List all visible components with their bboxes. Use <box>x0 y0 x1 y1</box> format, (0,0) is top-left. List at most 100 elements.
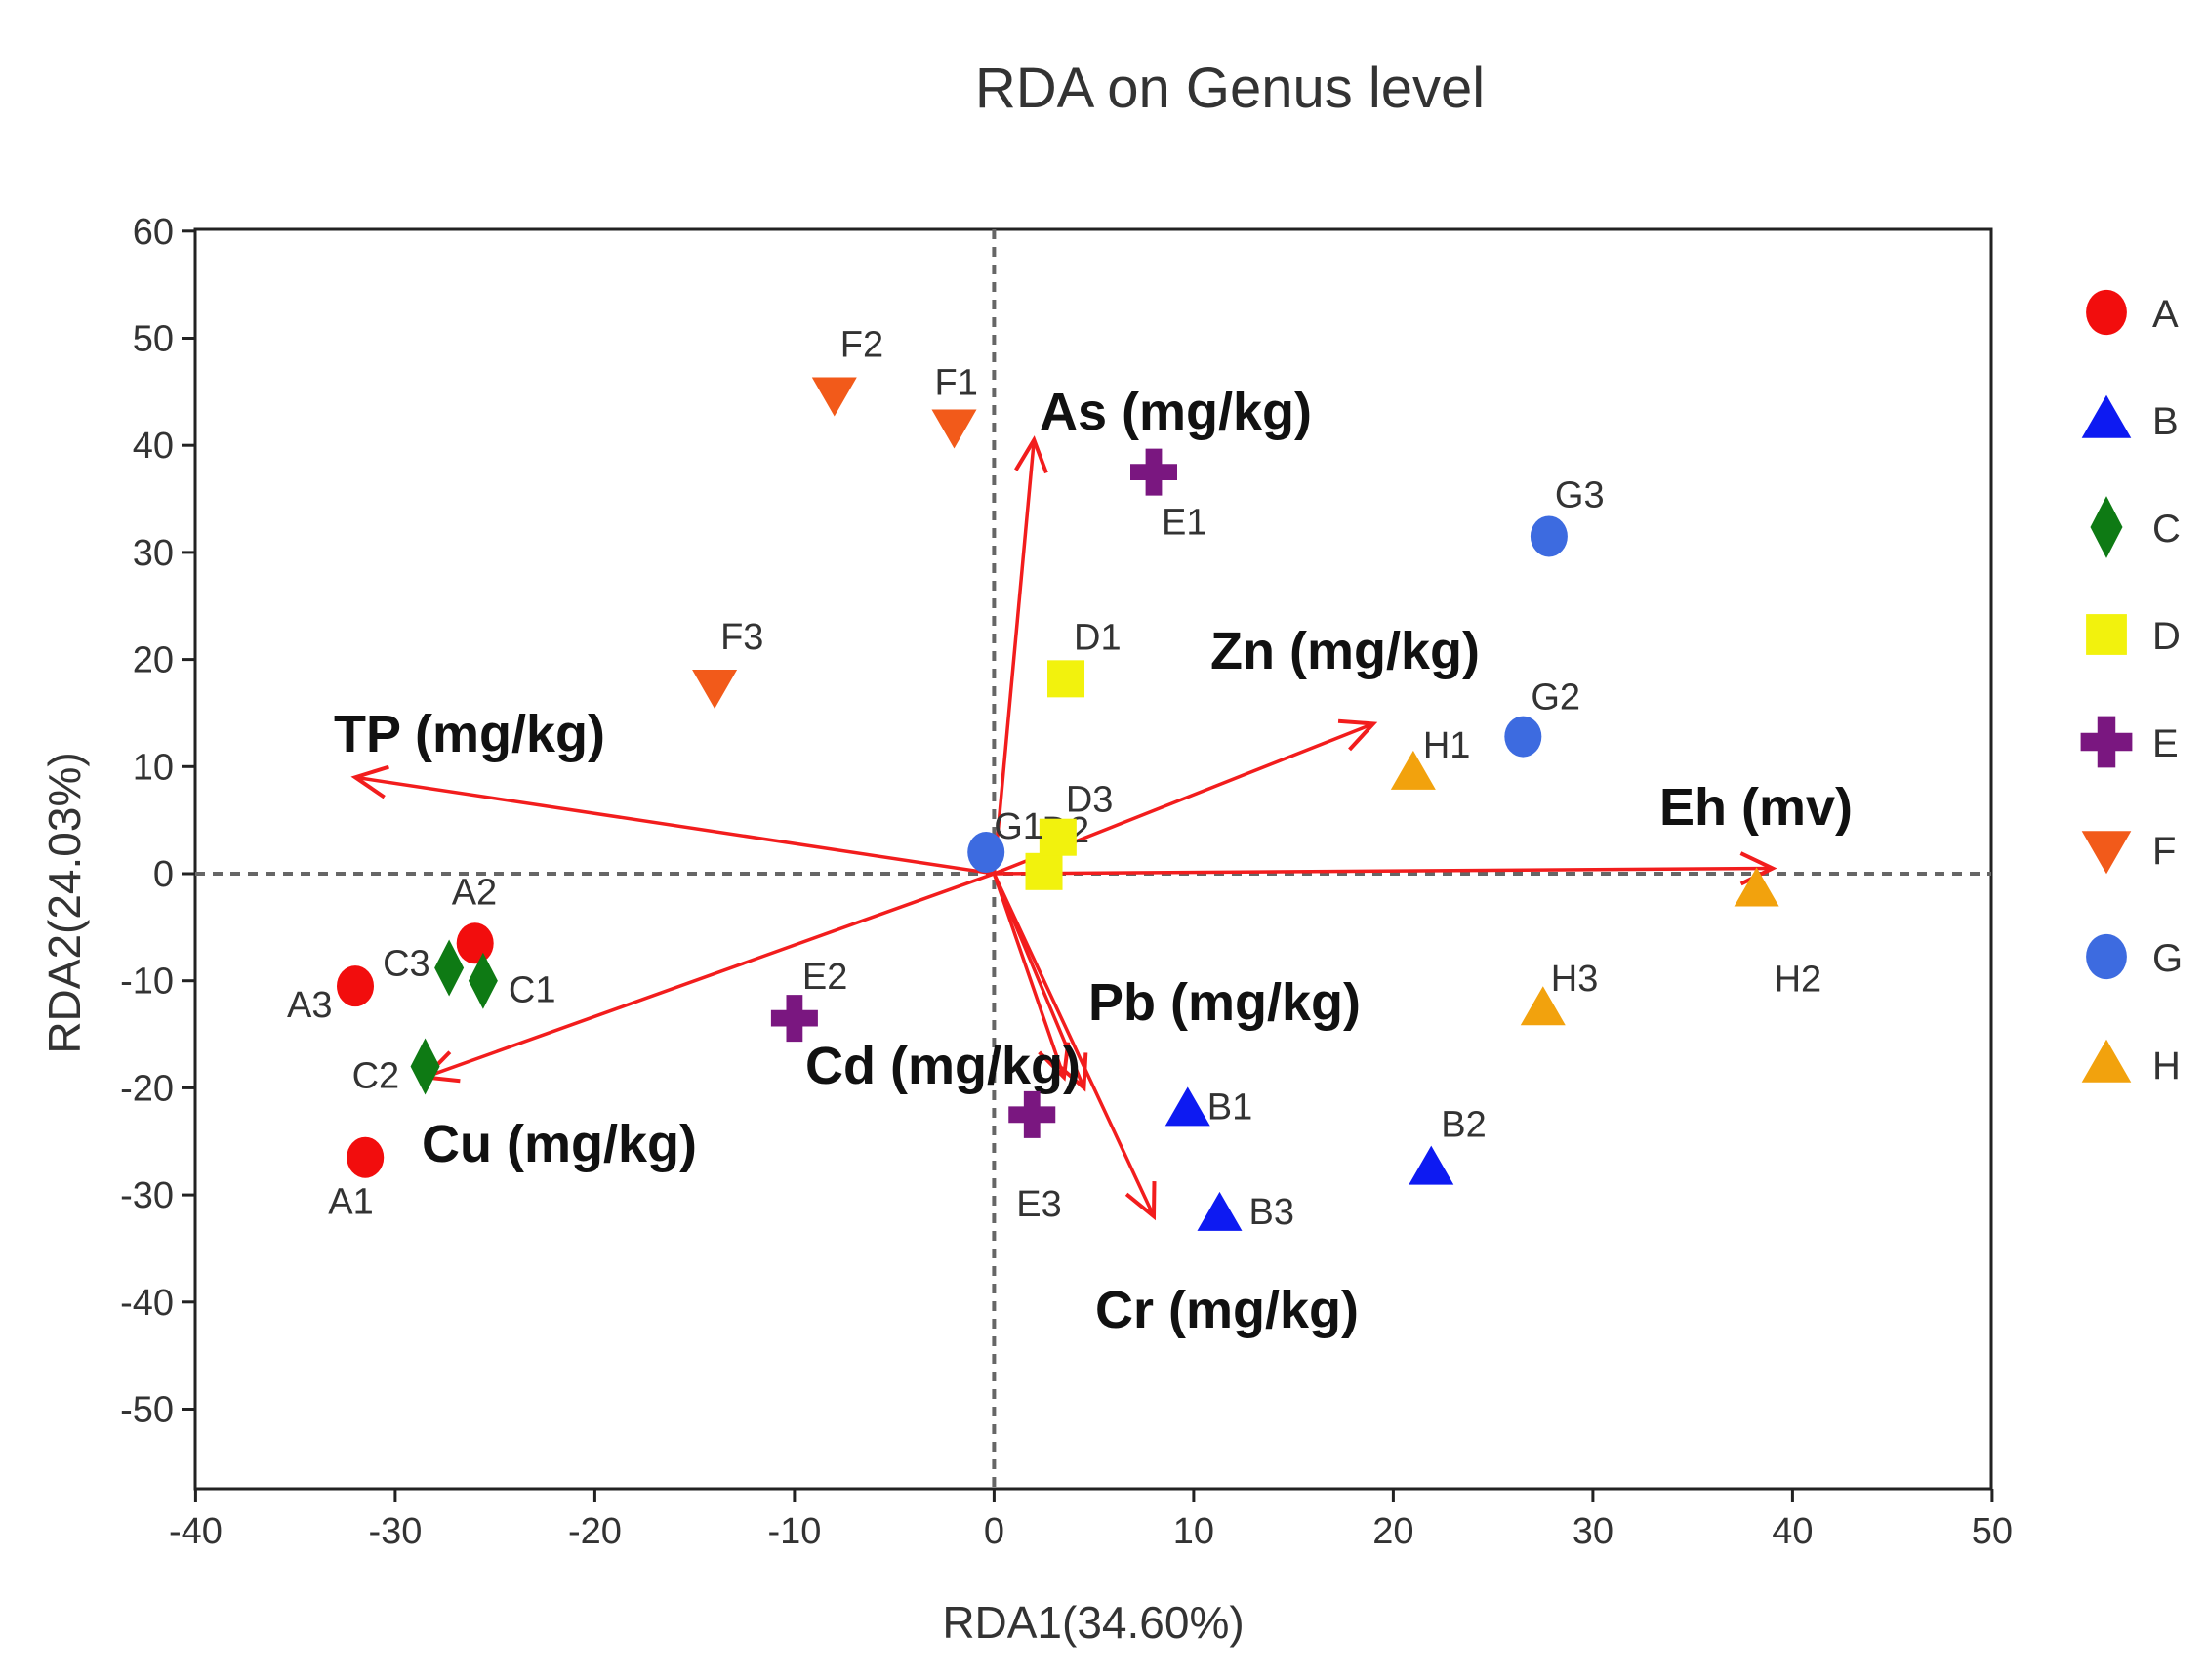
arrow-as-label: As (mg/kg) <box>1040 383 1312 441</box>
x-tick-label: -10 <box>767 1511 821 1552</box>
point-c1-label: C1 <box>509 970 556 1011</box>
y-tick-label: 30 <box>133 533 174 574</box>
point-f1 <box>931 409 977 449</box>
y-tick-label: -10 <box>120 962 174 1003</box>
point-e1 <box>1130 448 1177 496</box>
chart-title: RDA on Genus level <box>975 57 1485 120</box>
point-h3 <box>1520 986 1566 1026</box>
point-f1-label: F1 <box>935 362 978 403</box>
point-g1-label: G1 <box>994 806 1043 847</box>
y-tick-label: -50 <box>120 1390 174 1431</box>
point-g2-label: G2 <box>1531 677 1580 718</box>
arrow-cu-line <box>424 872 995 1080</box>
y-tick-label: 10 <box>133 747 174 788</box>
legend-marker-d <box>2086 614 2127 655</box>
arrow-as-head <box>1014 435 1048 474</box>
x-axis-label: RDA1(34.60%) <box>942 1597 1244 1648</box>
y-axis-label: RDA2(24.03%) <box>39 752 90 1053</box>
point-g3-label: G3 <box>1555 474 1605 515</box>
point-h1-label: H1 <box>1423 725 1471 766</box>
point-e1-label: E1 <box>1162 503 1206 544</box>
legend-marker-g <box>2086 933 2127 980</box>
arrow-zn-label: Zn (mg/kg) <box>1210 622 1480 680</box>
point-c3 <box>434 939 465 997</box>
point-h1 <box>1390 750 1436 790</box>
arrow-tp-line <box>354 775 995 876</box>
legend-label-d: D <box>2152 615 2181 658</box>
point-b3 <box>1197 1191 1243 1231</box>
arrow-cd-line <box>992 873 1066 1078</box>
legend-label-g: G <box>2152 937 2183 980</box>
point-e3-label: E3 <box>1016 1184 1061 1225</box>
x-tick-label: 50 <box>1972 1511 2013 1552</box>
x-tick-label: -40 <box>169 1511 223 1552</box>
x-tick-label: 20 <box>1372 1511 1413 1552</box>
point-c2 <box>410 1038 440 1095</box>
arrow-tp-head <box>350 764 389 799</box>
point-a1 <box>347 1136 385 1178</box>
point-a3-label: A3 <box>287 985 332 1026</box>
arrow-eh-line <box>994 866 1773 876</box>
point-f2-label: F2 <box>840 325 883 366</box>
legend-label-a: A <box>2152 293 2179 336</box>
point-d3 <box>1039 818 1077 856</box>
arrow-tp-label: TP (mg/kg) <box>334 705 605 763</box>
y-tick-label: 40 <box>133 426 174 467</box>
x-axis-ticks: -40 -30 -20 -10 0 10 20 30 40 50 <box>169 1489 2013 1552</box>
y-axis-ticks: -50 -40 -30 -20 -10 0 10 20 30 40 50 60 <box>120 212 195 1431</box>
point-b1-label: B1 <box>1207 1086 1252 1127</box>
legend-marker-h <box>2081 1039 2132 1083</box>
x-tick-label: 0 <box>984 1511 1004 1552</box>
legend-marker-e <box>2080 716 2133 768</box>
point-f2 <box>811 377 857 417</box>
point-e2-label: E2 <box>802 957 847 998</box>
arrow-cd-head <box>1038 1042 1071 1082</box>
x-tick-label: 40 <box>1772 1511 1813 1552</box>
y-tick-label: 50 <box>133 319 174 360</box>
arrow-cr-head <box>1124 1181 1157 1221</box>
point-c3-label: C3 <box>383 944 430 985</box>
y-tick-label: -40 <box>120 1283 174 1324</box>
point-b3-label: B3 <box>1248 1192 1293 1233</box>
legend: A B C D E F G H <box>2080 289 2183 1087</box>
point-h2 <box>1734 867 1779 907</box>
point-c1 <box>468 952 498 1009</box>
legend-label-b: B <box>2152 400 2179 443</box>
arrow-cd-label: Cd (mg/kg) <box>805 1037 1081 1095</box>
y-tick-label: -30 <box>120 1175 174 1216</box>
point-g2 <box>1504 716 1542 758</box>
legend-label-c: C <box>2152 508 2181 551</box>
arrow-zn-head <box>1337 718 1378 752</box>
legend-label-f: F <box>2152 830 2176 873</box>
legend-label-h: H <box>2152 1045 2181 1087</box>
arrow-pb-label: Pb (mg/kg) <box>1088 973 1361 1032</box>
point-d1 <box>1047 660 1085 698</box>
point-b1 <box>1164 1086 1210 1127</box>
point-a1-label: A1 <box>328 1182 373 1223</box>
plot-frame <box>193 227 1993 1491</box>
point-e2 <box>770 995 818 1043</box>
y-tick-label: 0 <box>153 854 174 895</box>
point-f3 <box>692 670 738 710</box>
point-b2 <box>1409 1145 1454 1185</box>
legend-marker-a <box>2086 289 2127 336</box>
point-f3-label: F3 <box>720 617 763 658</box>
point-e3 <box>1008 1090 1056 1138</box>
point-d2 <box>1025 852 1063 890</box>
x-tick-label: -30 <box>368 1511 422 1552</box>
arrow-cr-line <box>992 873 1156 1217</box>
point-h3-label: H3 <box>1551 959 1599 1000</box>
arrow-cu-label: Cu (mg/kg) <box>422 1115 697 1173</box>
x-tick-label: 10 <box>1173 1511 1214 1552</box>
point-a2-label: A2 <box>452 872 497 913</box>
point-a2 <box>456 922 494 964</box>
env-arrows: As (mg/kg) TP (mg/kg) Zn (mg/kg) Eh (mv) Pb … <box>334 383 1853 1339</box>
point-c2-label: C2 <box>352 1055 400 1096</box>
y-tick-label: -20 <box>120 1068 174 1109</box>
x-tick-label: -20 <box>568 1511 622 1552</box>
y-tick-label: 20 <box>133 640 174 681</box>
x-tick-label: 30 <box>1573 1511 1614 1552</box>
y-tick-label: 60 <box>133 212 174 253</box>
point-d3-label: D3 <box>1066 780 1114 821</box>
point-a3 <box>337 965 374 1007</box>
